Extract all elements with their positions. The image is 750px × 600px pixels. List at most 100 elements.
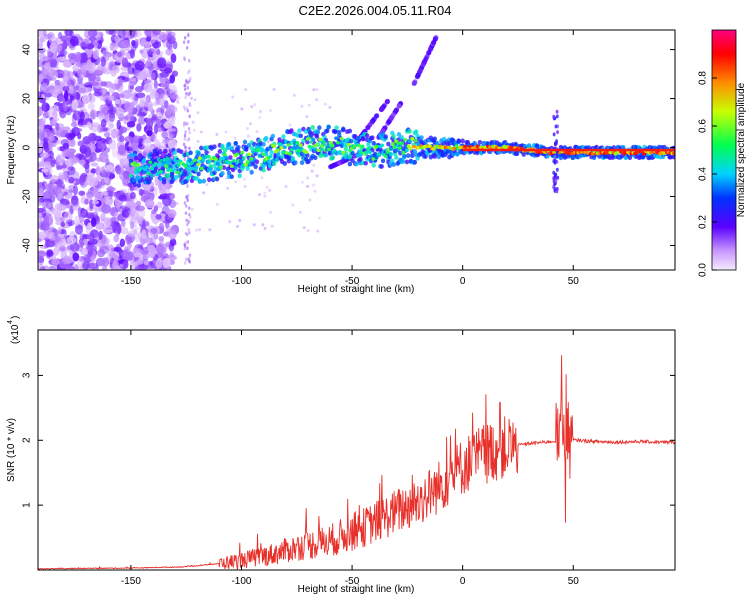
spectral-cell — [40, 265, 46, 270]
spectral-cell — [60, 35, 69, 42]
spectral-cell — [367, 150, 372, 155]
spectral-cell — [153, 205, 159, 212]
spectral-cell — [87, 232, 93, 243]
spectral-cell — [62, 40, 68, 50]
spectral-cell — [81, 209, 87, 216]
spectral-cell — [660, 154, 666, 160]
spectral-cell — [104, 195, 114, 206]
spectral-cell — [414, 129, 419, 135]
spectral-cell — [406, 153, 411, 158]
spectral-cell — [140, 38, 147, 45]
spectral-cell — [118, 194, 128, 202]
spectral-cell — [621, 144, 626, 150]
spectral-cell — [343, 146, 349, 152]
spectral-cell — [376, 152, 381, 157]
spectral-cell — [206, 154, 211, 159]
spectral-cell — [144, 165, 149, 170]
spectral-cell — [268, 154, 273, 159]
spectral-cell — [84, 198, 89, 205]
spectral-cell — [38, 72, 44, 83]
spectral-cell — [291, 203, 295, 207]
spectral-cell — [237, 173, 242, 179]
spectral-cell — [169, 74, 176, 84]
spectral-cell — [245, 127, 249, 131]
spectral-cell — [131, 177, 136, 183]
spectral-cell — [60, 221, 66, 228]
spectral-cell — [134, 60, 145, 72]
spectral-cell — [314, 142, 319, 147]
spectral-cell — [68, 84, 74, 94]
spectral-cell — [255, 129, 259, 133]
spectral-cell — [151, 225, 161, 235]
spectral-cell — [142, 134, 147, 141]
spectral-cell — [134, 86, 144, 93]
spectral-cell — [399, 135, 404, 140]
spectral-cell — [93, 192, 104, 200]
spectral-cell — [186, 246, 189, 251]
spectral-cell — [90, 168, 97, 174]
spectral-cell — [144, 264, 155, 269]
spectral-cell — [627, 155, 633, 161]
y-scale-factor: (x10 4 ) — [7, 316, 21, 344]
spectral-cell — [169, 92, 179, 100]
spectral-cell — [83, 146, 92, 158]
spectral-cell — [205, 183, 209, 187]
spectral-cell — [552, 176, 556, 181]
spectral-cell — [41, 168, 49, 173]
spectral-cell — [364, 150, 369, 155]
spectral-cell — [253, 103, 257, 107]
spectral-cell — [247, 152, 252, 157]
spectral-cell — [229, 164, 234, 168]
spectral-cell — [144, 199, 155, 209]
spectral-cell — [672, 151, 675, 156]
spectral-cell — [310, 169, 314, 173]
spectral-cell — [99, 245, 110, 255]
spectral-cell — [197, 156, 202, 161]
spectral-cell — [122, 170, 131, 179]
spectral-cell — [289, 128, 294, 134]
spectral-cell — [186, 138, 190, 142]
spectral-cell — [328, 140, 333, 145]
top-x-tick-label: -100 — [231, 276, 251, 287]
spectral-cell — [208, 163, 213, 169]
spectral-cell — [233, 141, 238, 146]
spectral-cell — [129, 49, 136, 59]
spectral-cell — [42, 198, 53, 203]
spectral-cell — [293, 160, 298, 166]
spectral-cell — [380, 158, 386, 164]
spectral-cell — [196, 162, 201, 167]
spectral-cell — [236, 224, 240, 228]
spectral-cell — [235, 152, 240, 157]
spectral-cell — [108, 112, 116, 122]
spectral-cell — [270, 224, 274, 228]
spectrogram-frame — [37, 29, 676, 271]
spectral-cell — [139, 166, 144, 170]
spectral-cell — [169, 116, 177, 121]
top-y-tick-label: 20 — [22, 93, 33, 105]
spectral-cell — [371, 140, 376, 146]
spectral-cell — [323, 102, 327, 106]
spectral-cell — [397, 146, 402, 150]
spectral-cell — [38, 59, 44, 68]
spectral-cell — [186, 198, 189, 202]
spectral-cell — [40, 36, 47, 43]
spectral-cell — [215, 202, 219, 206]
spectral-cell — [188, 91, 192, 96]
spectral-cell — [192, 128, 196, 132]
spectral-cell — [48, 36, 59, 45]
spectral-cell — [137, 71, 148, 81]
spectral-cell — [74, 224, 83, 235]
spectral-cell — [347, 128, 353, 134]
spectral-cell — [396, 141, 401, 145]
spectral-cell — [371, 157, 376, 161]
spectral-cell — [53, 43, 63, 53]
spectral-cell — [275, 148, 280, 153]
spectral-cell — [65, 132, 73, 139]
spectral-cell — [138, 188, 144, 196]
spectral-cell — [244, 88, 248, 92]
spectral-cell — [360, 135, 366, 141]
spectral-cell — [164, 63, 172, 70]
spectral-cell — [297, 128, 302, 134]
spectral-cell — [127, 66, 135, 75]
